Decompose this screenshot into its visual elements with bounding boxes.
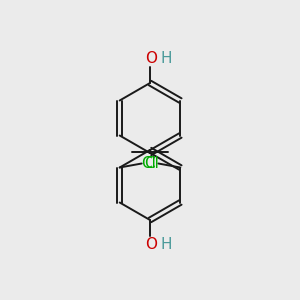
- Text: O: O: [145, 237, 157, 252]
- Text: H: H: [160, 237, 172, 252]
- Text: Cl: Cl: [144, 156, 159, 171]
- Text: O: O: [145, 51, 157, 66]
- Text: Cl: Cl: [141, 156, 156, 171]
- Text: H: H: [160, 51, 172, 66]
